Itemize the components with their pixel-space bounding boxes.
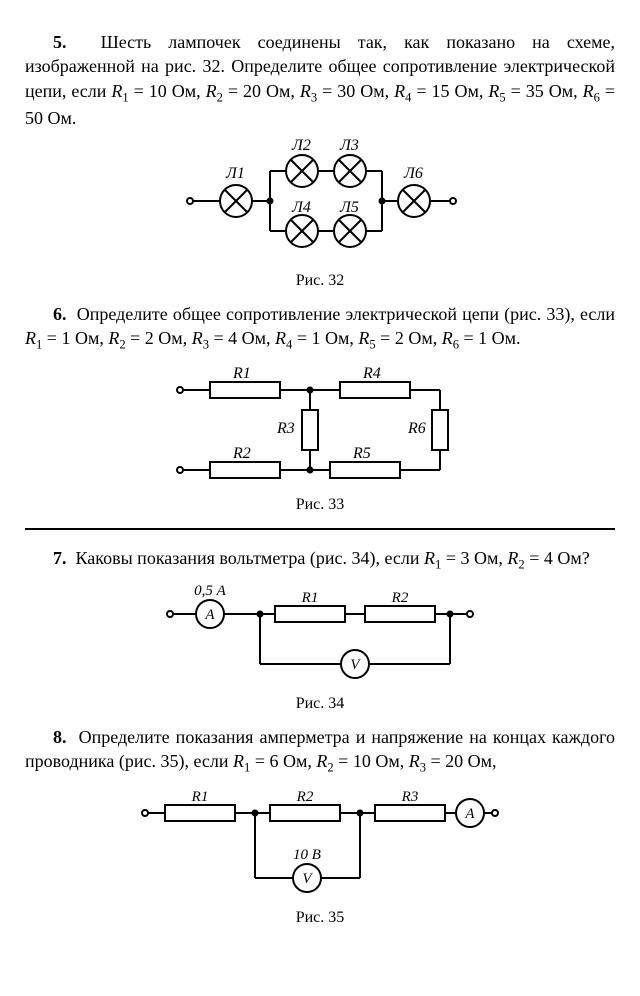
problem-6: 6. Определите общее сопротивление электр… <box>25 302 615 515</box>
svg-text:R1: R1 <box>301 590 319 606</box>
svg-text:R3: R3 <box>276 420 295 437</box>
problem-7: 7. Каковы показания вольтметра (рис. 34)… <box>25 546 615 715</box>
svg-text:R4: R4 <box>362 365 381 382</box>
svg-text:Л6: Л6 <box>403 165 423 182</box>
svg-text:R1: R1 <box>191 789 209 805</box>
svg-text:R2: R2 <box>232 445 251 462</box>
problem-5-text: 5. Шесть лампочек соединены так, как пок… <box>25 30 615 130</box>
svg-text:Л2: Л2 <box>291 137 311 154</box>
svg-text:Л5: Л5 <box>339 199 359 216</box>
svg-text:R2: R2 <box>296 789 314 805</box>
figure-32: Л1 Л2 Л3 Л4 Л5 Л6 <box>180 136 460 266</box>
problem-number: 6. <box>53 304 67 324</box>
problem-number: 7. <box>53 548 67 568</box>
svg-text:R1: R1 <box>232 365 251 382</box>
figure-32-caption: Рис. 32 <box>25 270 615 292</box>
svg-text:R6: R6 <box>407 420 426 437</box>
svg-text:A: A <box>464 806 475 822</box>
svg-text:V: V <box>350 657 361 673</box>
svg-text:A: A <box>204 607 215 623</box>
problem-8: 8. Определите показания амперметра и нап… <box>25 725 615 928</box>
figure-33-caption: Рис. 33 <box>25 494 615 516</box>
figure-34-caption: Рис. 34 <box>25 693 615 715</box>
svg-text:R5: R5 <box>352 445 371 462</box>
svg-text:R2: R2 <box>391 590 409 606</box>
svg-text:Л3: Л3 <box>339 137 359 154</box>
figure-34: A V 0,5 А R1 R2 <box>160 579 480 689</box>
problem-8-text: 8. Определите показания амперметра и нап… <box>25 725 615 777</box>
problem-5: 5. Шесть лампочек соединены так, как пок… <box>25 30 615 292</box>
svg-text:0,5 А: 0,5 А <box>194 583 227 599</box>
problem-6-text: 6. Определите общее сопротивление электр… <box>25 302 615 354</box>
problem-7-text: 7. Каковы показания вольтметра (рис. 34)… <box>25 546 615 574</box>
problem-number: 8. <box>53 727 67 747</box>
svg-text:Л4: Л4 <box>291 199 311 216</box>
figure-33: R1 R4 R3 R6 R2 R5 <box>170 360 470 490</box>
figure-35-caption: Рис. 35 <box>25 907 615 929</box>
svg-text:Л1: Л1 <box>225 165 245 182</box>
svg-text:V: V <box>302 871 313 887</box>
problem-number: 5. <box>53 32 67 52</box>
svg-text:10 В: 10 В <box>293 847 321 863</box>
svg-text:R3: R3 <box>401 789 419 805</box>
figure-35: R1 R2 R3 A V 10 В <box>135 783 505 903</box>
section-divider <box>25 528 615 530</box>
